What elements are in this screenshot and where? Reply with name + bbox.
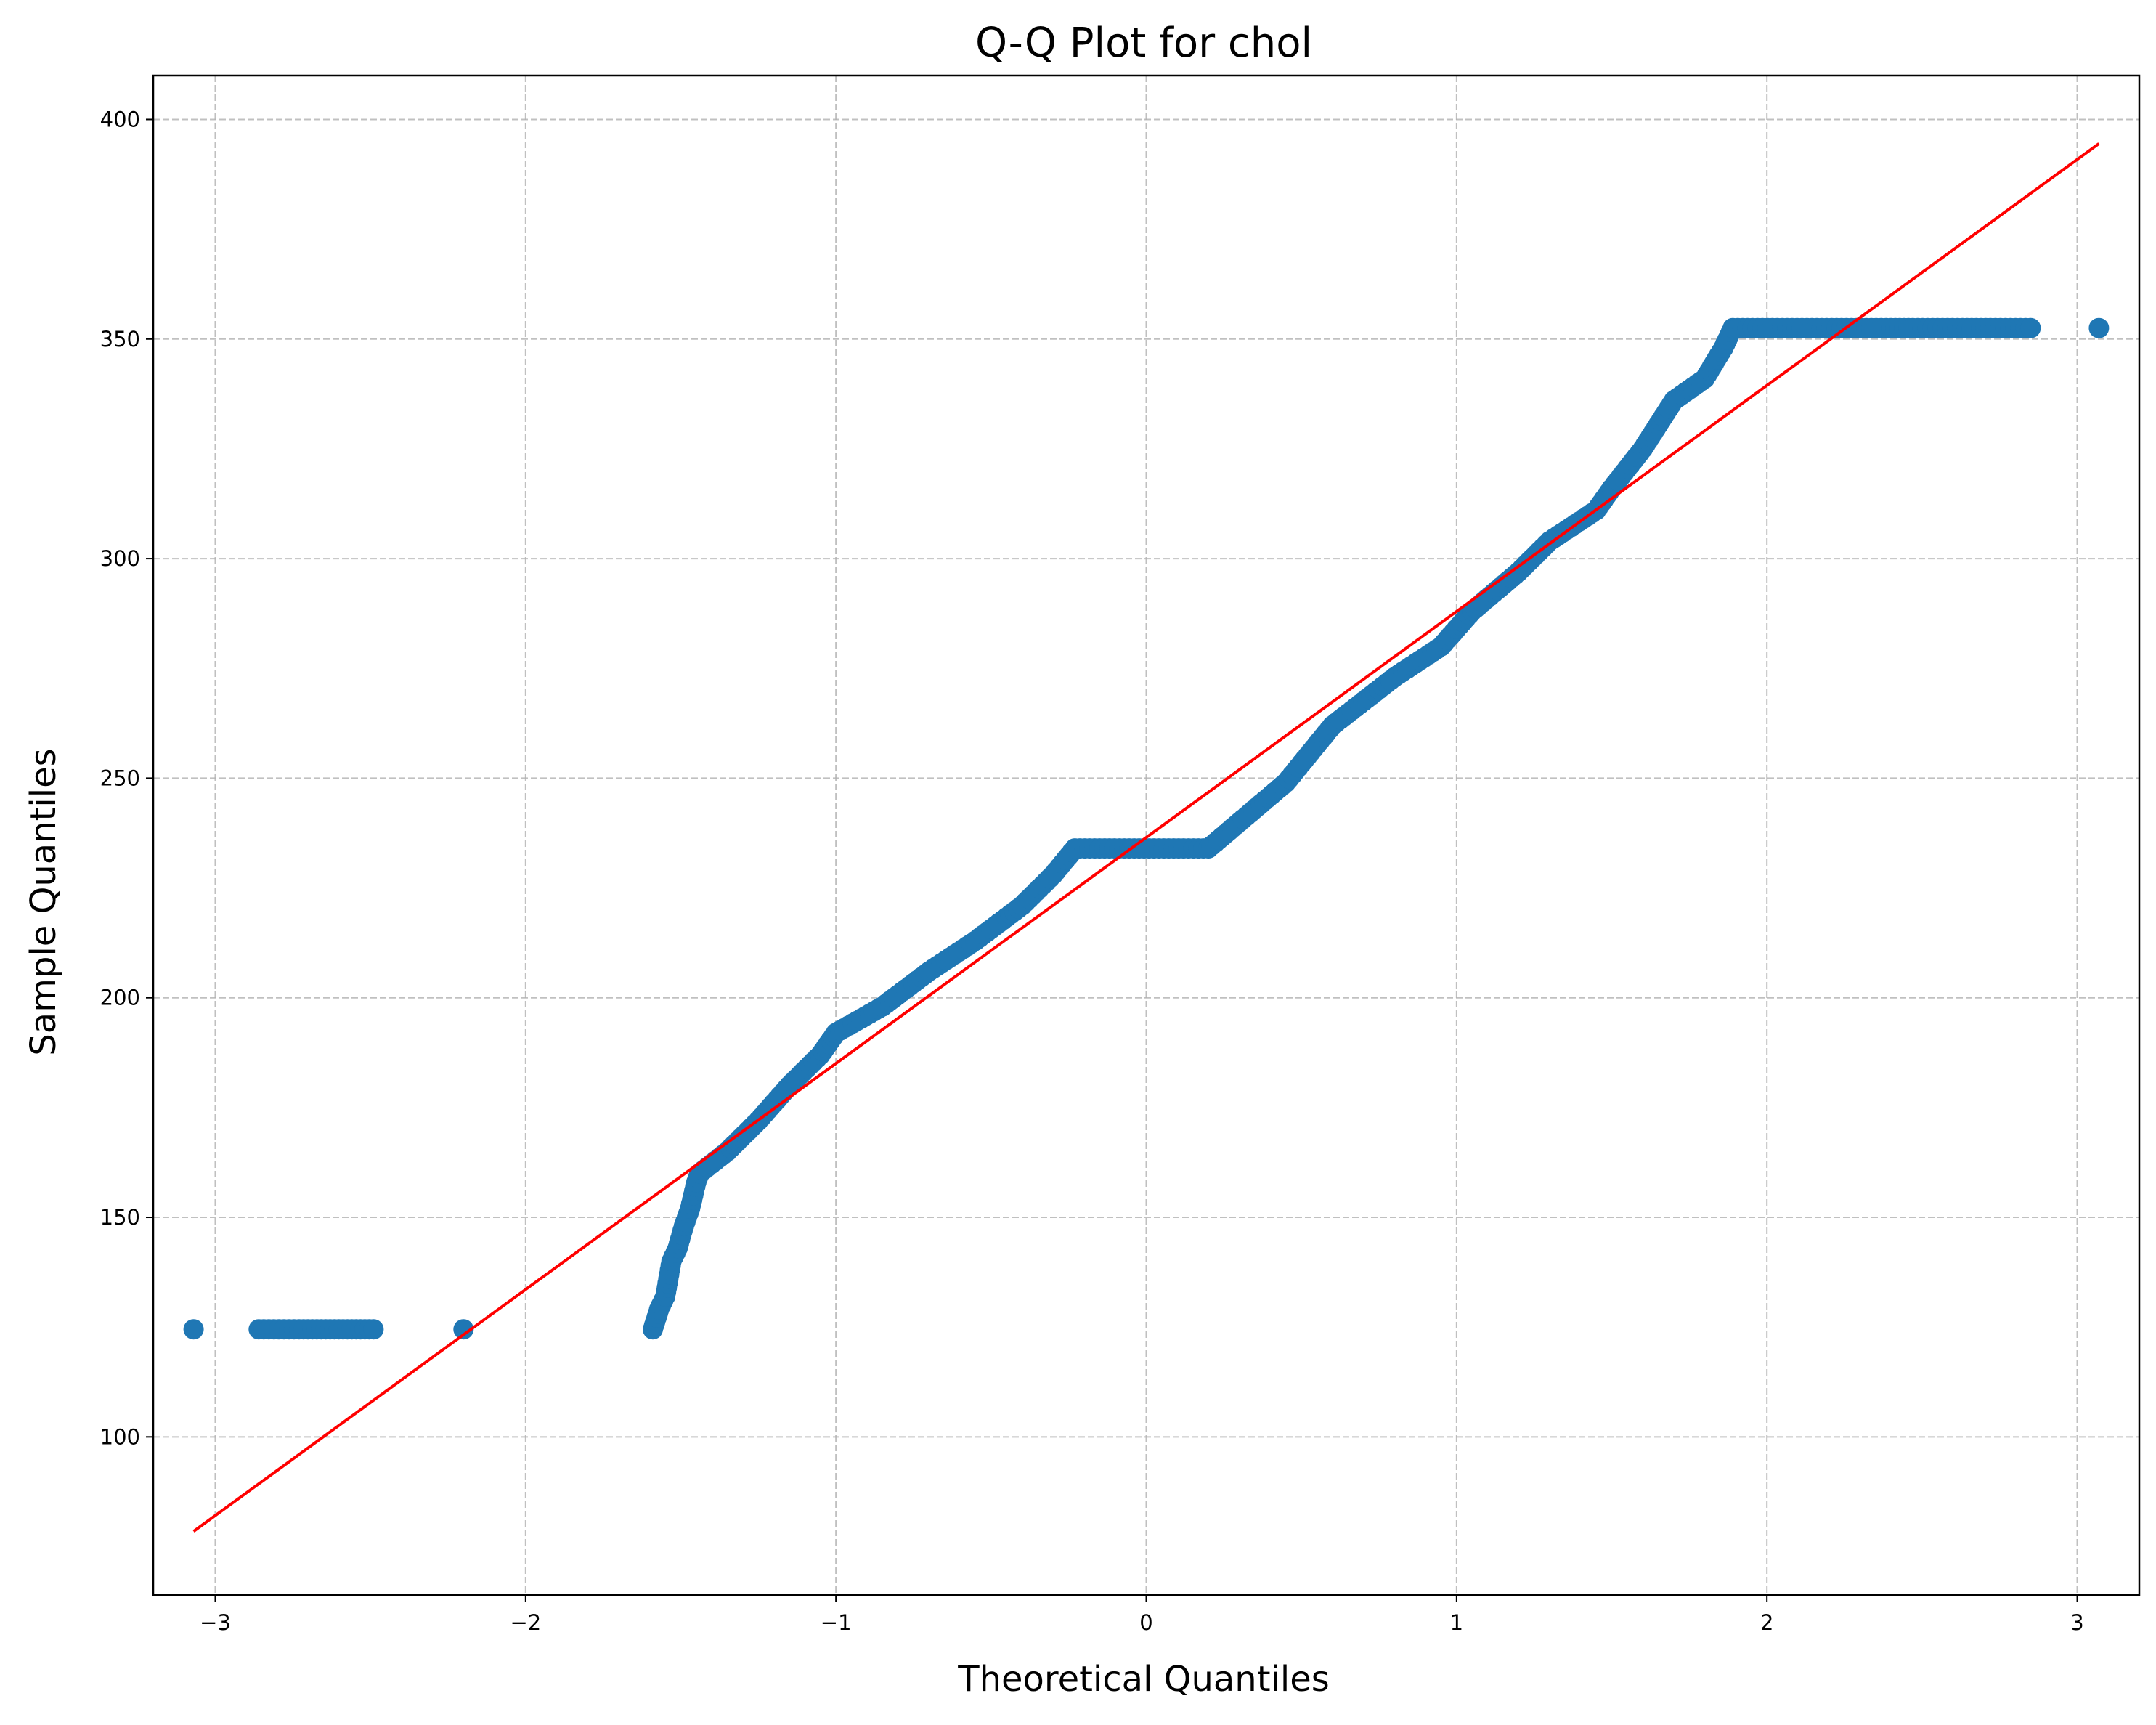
data-point — [2088, 317, 2110, 338]
x-tick-label: 1 — [1450, 1610, 1463, 1635]
y-tick-label: 250 — [100, 766, 140, 790]
y-tick-label: 150 — [100, 1205, 140, 1230]
data-point — [2020, 317, 2041, 338]
x-tick-label: 2 — [1760, 1610, 1773, 1635]
data-point — [183, 1319, 204, 1340]
reference-line — [192, 142, 2100, 1533]
x-axis-title: Theoretical Quantiles — [957, 1659, 1329, 1700]
x-tick-label: −1 — [821, 1610, 852, 1635]
x-tick-label: 3 — [2070, 1610, 2083, 1635]
y-tick-label: 100 — [100, 1424, 140, 1449]
x-tick-label: −2 — [510, 1610, 541, 1635]
y-tick-label: 350 — [100, 327, 140, 352]
chart-title: Q-Q Plot for chol — [975, 20, 1312, 67]
x-tick-label: −3 — [200, 1610, 231, 1635]
y-axis-title: Sample Quantiles — [23, 748, 64, 1055]
data-point — [363, 1319, 384, 1340]
y-tick-label: 300 — [100, 546, 140, 571]
y-tick-label: 200 — [100, 986, 140, 1010]
y-tick-label: 400 — [100, 107, 140, 131]
axis-ticks: −3 −2 −1 0 1 2 3 100 150 200 250 300 350 400 — [100, 107, 2084, 1635]
data-point — [453, 1319, 474, 1340]
reference-line-layer — [192, 142, 2100, 1533]
gridlines — [153, 76, 2139, 1595]
x-tick-label: 0 — [1139, 1610, 1152, 1635]
